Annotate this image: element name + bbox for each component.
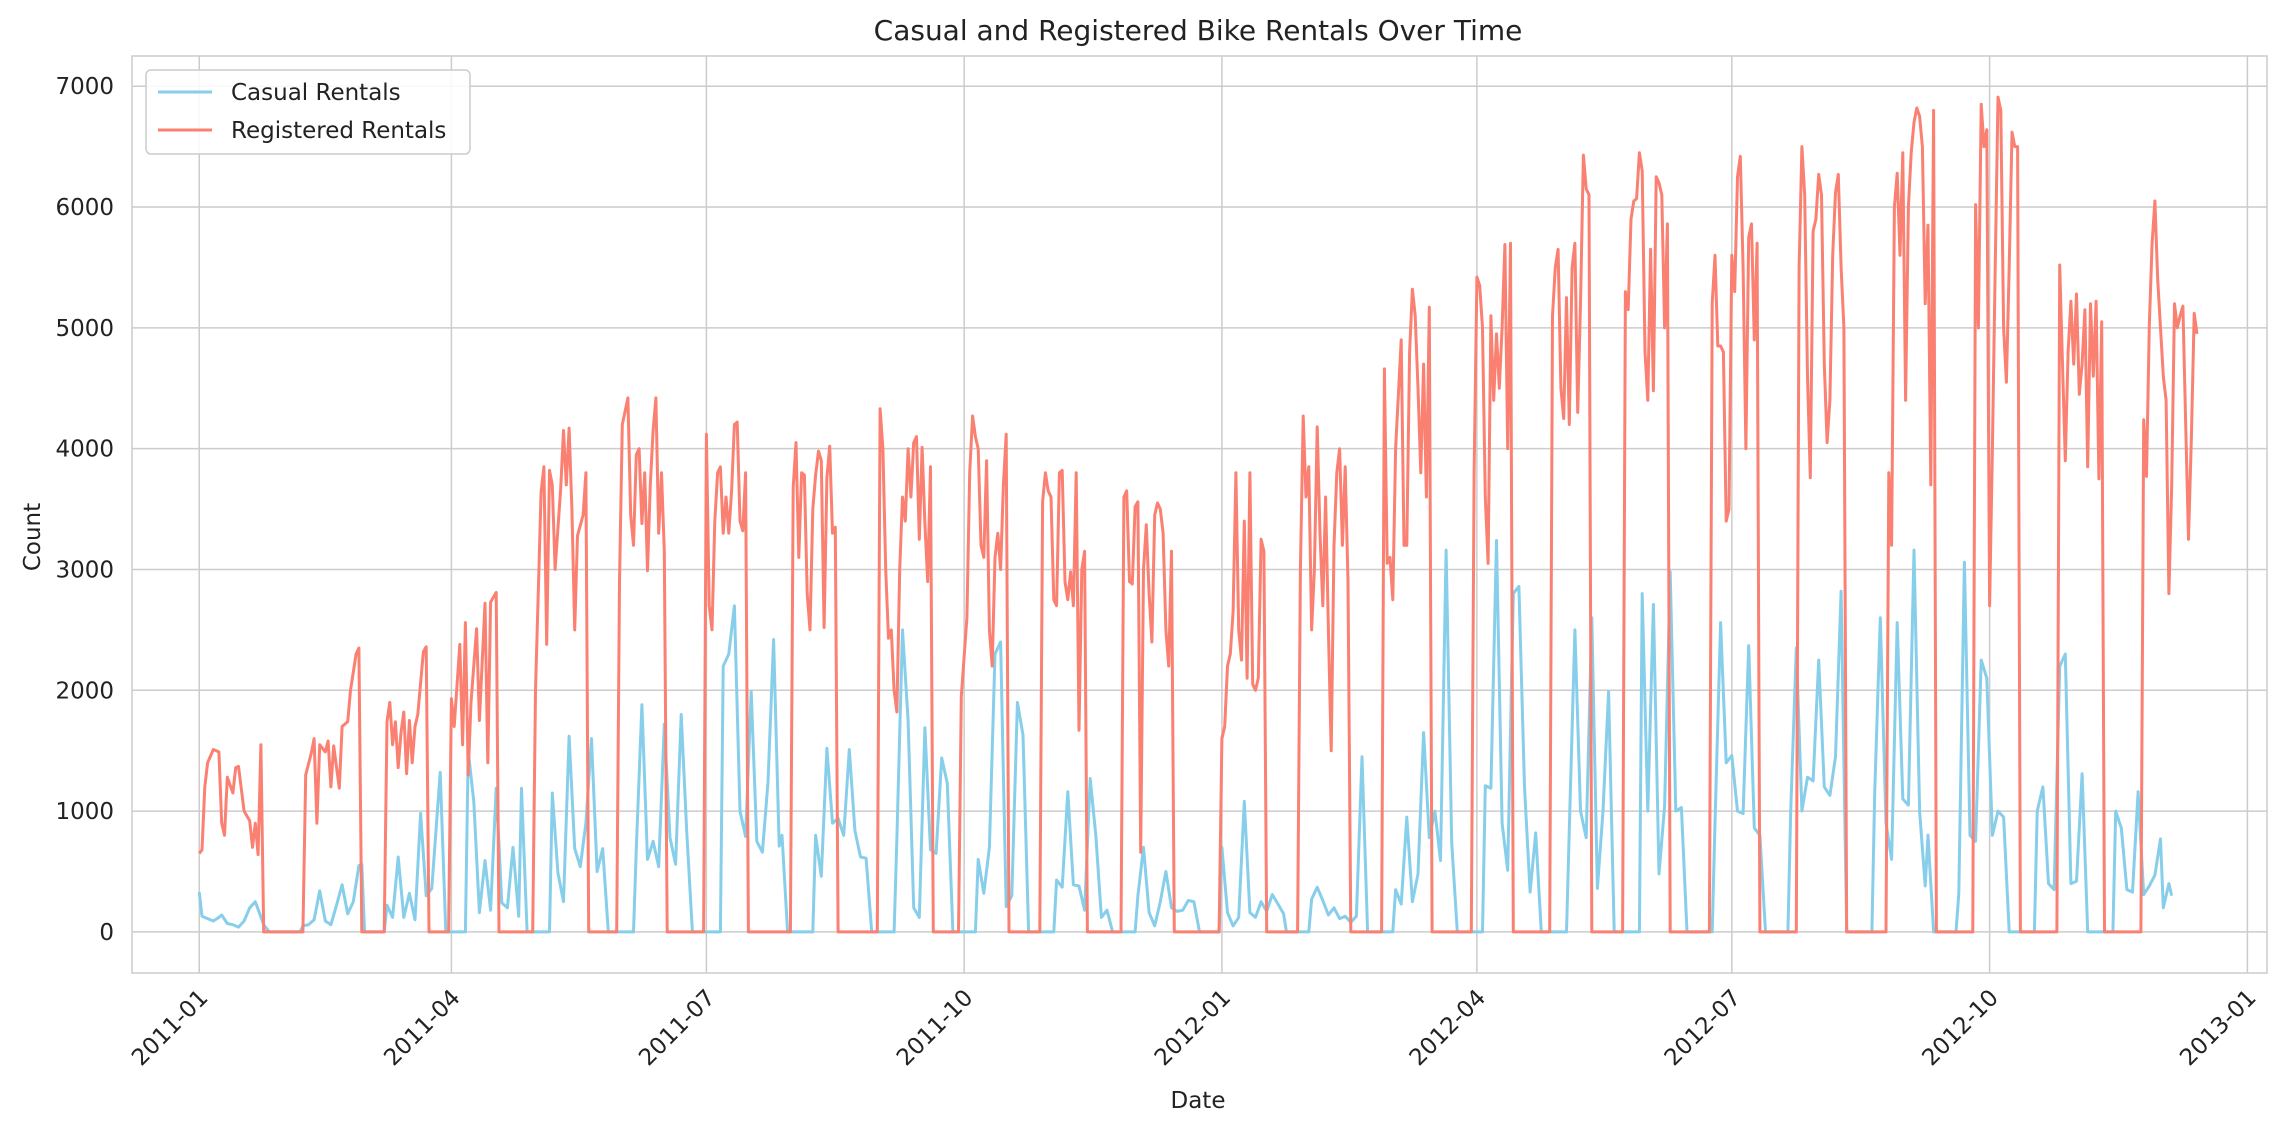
y-tick-label: 4000 <box>55 437 114 463</box>
x-axis-label: Date <box>1171 1088 1226 1114</box>
y-axis-ticks: 0 1000 2000 3000 4000 5000 6000 7000 <box>55 74 114 946</box>
y-tick-label: 5000 <box>55 316 114 342</box>
y-tick-label: 0 <box>99 920 114 946</box>
legend-label-casual-rentals: Casual Rentals <box>231 80 401 106</box>
series-line-casual-rentals <box>197 539 2174 934</box>
series-layer <box>197 95 2199 934</box>
plot-frame <box>131 55 2268 974</box>
legend-box <box>145 69 471 155</box>
legend: Casual Rentals Registered Rentals <box>145 69 471 155</box>
y-tick-label: 6000 <box>55 195 114 221</box>
chart-title: Casual and Registered Bike Rentals Over … <box>874 14 1523 47</box>
y-tick-label: 7000 <box>55 74 114 100</box>
y-tick-label: 3000 <box>55 557 114 583</box>
y-tick-label: 1000 <box>55 799 114 825</box>
y-tick-label: 2000 <box>55 678 114 704</box>
y-axis-label: Count <box>20 503 46 571</box>
legend-label-registered-rentals: Registered Rentals <box>231 118 446 144</box>
series-line-registered-rentals <box>198 95 2199 934</box>
